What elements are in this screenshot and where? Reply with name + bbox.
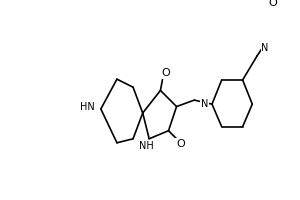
Text: O: O [176, 139, 185, 149]
Text: N: N [262, 43, 269, 53]
Text: NH: NH [139, 141, 153, 151]
Text: O: O [269, 0, 278, 8]
Text: N: N [201, 99, 208, 109]
Text: HN: HN [80, 102, 94, 112]
Text: O: O [161, 68, 170, 78]
